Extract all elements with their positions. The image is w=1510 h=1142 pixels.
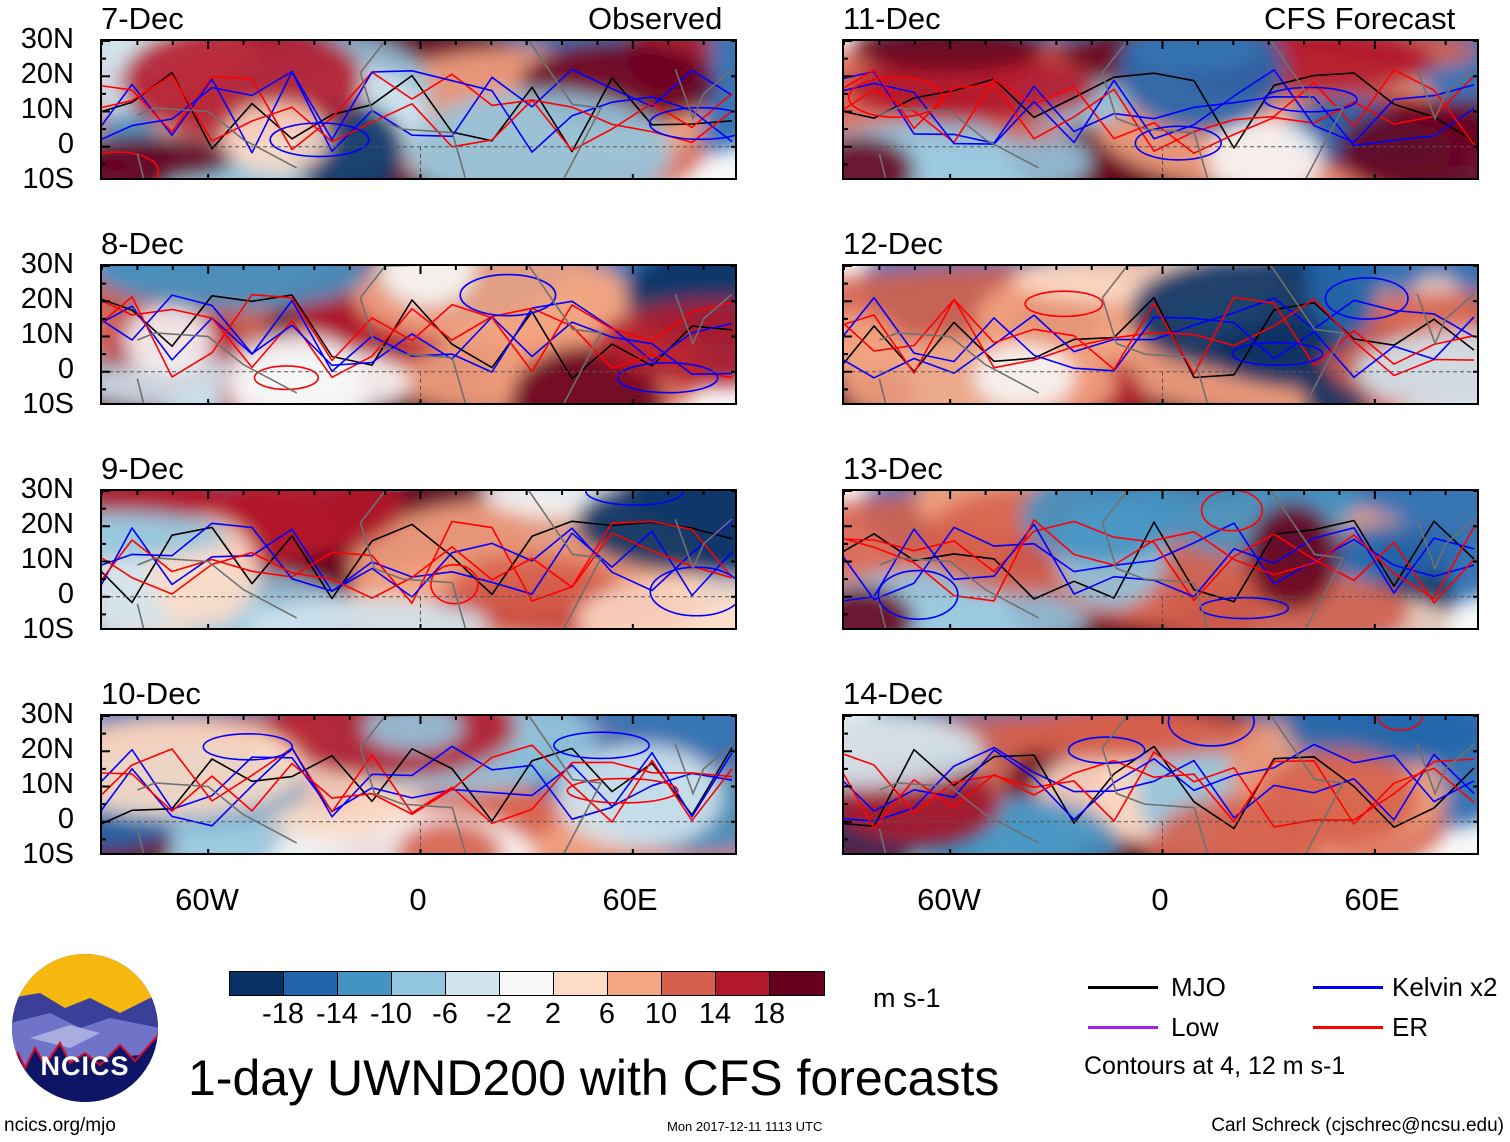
colorbar-swatch [662,972,716,995]
map-panel-14-Dec [842,714,1479,855]
lat-label: 30N [20,248,74,280]
colorbar-swatch [392,972,446,995]
colorbar-label: 18 [752,998,786,1030]
map-panel-9-Dec [100,489,737,630]
lat-label: 10S [22,163,74,195]
panel-date: 7-Dec [101,1,184,36]
lon-label-60e-right: 60E [1344,882,1400,917]
colorbar-swatch [500,972,554,995]
colorbar-label: -18 [262,998,304,1030]
lat-label: 10S [22,613,74,645]
colorbar-label: 6 [598,998,616,1030]
lat-label: 10N [20,768,74,800]
map-panel-10-Dec [100,714,737,855]
colorbar-label: -10 [370,998,412,1030]
colorbar [229,971,825,996]
colorbar-swatch [770,972,824,995]
forecast-header: CFS Forecast [1264,1,1456,36]
legend-kelvin-line [1313,986,1383,989]
map-panel-13-Dec [842,489,1479,630]
panel-date: 8-Dec [101,226,184,261]
panel-date: 9-Dec [101,451,184,486]
lat-label: 20N [20,733,74,765]
colorbar-label: 14 [698,998,732,1030]
legend-mjo-line [1088,986,1158,989]
panel-date: 11-Dec [843,1,941,36]
legend-low-label: Low [1171,1012,1219,1042]
colorbar-label: -6 [432,998,458,1030]
colorbar-swatch [716,972,770,995]
lon-label-60e-left: 60E [602,882,658,917]
panel-date: 10-Dec [101,676,201,711]
panel-date: 14-Dec [843,676,943,711]
panel-date: 12-Dec [843,226,943,261]
lon-label-60w-left: 60W [175,882,239,917]
logo-text: NCICS [40,1051,130,1081]
lon-label-0-left: 0 [409,882,427,917]
lat-label: 10S [22,388,74,420]
legend-mjo-label: MJO [1171,972,1226,1002]
colorbar-units: m s-1 [873,983,941,1013]
legend-er-label: ER [1392,1012,1429,1042]
lat-label: 30N [20,473,74,505]
lat-label: 30N [20,23,74,55]
colorbar-swatch [230,972,284,995]
map-panel-8-Dec [100,264,737,405]
map-panel-12-Dec [842,264,1479,405]
colorbar-swatch [338,972,392,995]
map-panel-7-Dec [100,39,737,180]
lat-label: 0 [57,578,74,610]
colorbar-label: -14 [316,998,358,1030]
footer-timestamp: Mon 2017-12-11 1113 UTC [667,1119,823,1134]
colorbar-label: -2 [486,998,512,1030]
colorbar-swatch [608,972,662,995]
lat-label: 20N [20,283,74,315]
legend-low-line [1088,1026,1158,1029]
lat-label: 0 [57,353,74,385]
lon-label-0-right: 0 [1151,882,1169,917]
ncics-logo: NCICS [10,953,160,1103]
legend-kelvin-label: Kelvin x2 [1392,972,1498,1002]
colorbar-swatch [554,972,608,995]
observed-header: Observed [588,1,723,36]
contour-note: Contours at 4, 12 m s-1 [1084,1052,1346,1080]
footer-author: Carl Schreck (cjschrec@ncsu.edu) [1211,1115,1504,1136]
colorbar-label: 10 [644,998,678,1030]
lat-label: 20N [20,58,74,90]
colorbar-swatch [446,972,500,995]
lat-label: 20N [20,508,74,540]
lon-label-60w-right: 60W [917,882,981,917]
lat-label: 10N [20,318,74,350]
lat-label: 0 [57,803,74,835]
lat-label: 10N [20,543,74,575]
lat-label: 10N [20,93,74,125]
lat-label: 0 [57,128,74,160]
lat-label: 30N [20,698,74,730]
legend-er-line [1313,1026,1383,1029]
colorbar-label: 2 [544,998,562,1030]
figure-title: 1-day UWND200 with CFS forecasts [188,1050,1000,1106]
map-panel-11-Dec [842,39,1479,180]
colorbar-swatch [284,972,338,995]
lat-label: 10S [22,838,74,870]
panel-date: 13-Dec [843,451,943,486]
footer-url: ncics.org/mjo [4,1115,116,1136]
